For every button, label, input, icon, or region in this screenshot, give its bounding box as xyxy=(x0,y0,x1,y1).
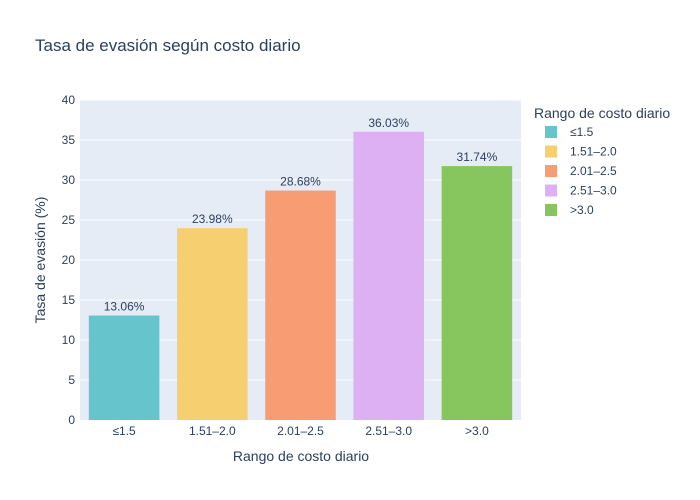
legend-label: ≤1.5 xyxy=(570,125,594,139)
bar-data-label: 13.06% xyxy=(104,300,145,314)
bar xyxy=(177,228,248,420)
x-tick-label: ≤1.5 xyxy=(112,424,136,438)
legend-item: 1.51–2.0 xyxy=(545,145,617,159)
bar-data-label: 36.03% xyxy=(368,116,409,130)
bars xyxy=(88,131,513,420)
bar xyxy=(88,315,160,420)
legend-swatch xyxy=(545,126,557,138)
legend-label: 2.51–3.0 xyxy=(570,184,617,198)
y-tick-label: 40 xyxy=(62,93,76,107)
legend-label: >3.0 xyxy=(570,203,594,217)
y-axis-title: Tasa de evasión (%) xyxy=(32,197,48,324)
bar-data-label: 28.68% xyxy=(280,175,321,189)
legend-swatch xyxy=(545,204,557,216)
x-axis-title: Rango de costo diario xyxy=(233,448,369,464)
y-tick-label: 30 xyxy=(62,173,76,187)
legend: Rango de costo diario ≤1.5 1.51–2.0 2.01–2… xyxy=(534,105,670,217)
y-tick-label: 10 xyxy=(62,333,76,347)
legend-label: 2.01–2.5 xyxy=(570,164,617,178)
legend-items: ≤1.5 1.51–2.0 2.01–2.5 2.51–3.0 >3.0 xyxy=(545,125,617,217)
bar-data-label: 23.98% xyxy=(192,212,233,226)
y-axis-ticks: 0 5 10 15 20 25 30 35 40 xyxy=(62,93,76,427)
data-labels: 13.06% 23.98% 28.68% 36.03% 31.74% xyxy=(104,116,498,314)
legend-title: Rango de costo diario xyxy=(534,105,670,121)
bar-data-label: 31.74% xyxy=(457,150,498,164)
bar xyxy=(353,131,424,420)
bar xyxy=(265,190,336,420)
x-tick-label: 2.01–2.5 xyxy=(277,424,324,438)
y-tick-label: 20 xyxy=(62,253,76,267)
x-tick-label: 1.51–2.0 xyxy=(189,424,236,438)
legend-item: 2.01–2.5 xyxy=(545,164,617,178)
bar xyxy=(441,166,513,420)
x-axis-ticks: ≤1.5 1.51–2.0 2.01–2.5 2.51–3.0 >3.0 xyxy=(112,424,489,438)
legend-swatch xyxy=(545,145,557,158)
legend-item: ≤1.5 xyxy=(545,125,594,139)
y-tick-label: 15 xyxy=(62,293,76,307)
legend-item: 2.51–3.0 xyxy=(545,184,617,198)
y-tick-label: 25 xyxy=(62,213,76,227)
legend-item: >3.0 xyxy=(545,203,594,217)
x-tick-label: >3.0 xyxy=(465,424,489,438)
y-tick-label: 35 xyxy=(62,133,76,147)
legend-swatch xyxy=(545,165,557,177)
legend-swatch xyxy=(545,184,557,197)
y-tick-label: 0 xyxy=(68,413,75,427)
y-tick-label: 5 xyxy=(68,373,75,387)
x-tick-label: 2.51–3.0 xyxy=(365,424,412,438)
chart-title: Tasa de evasión según costo diario xyxy=(35,36,301,55)
legend-label: 1.51–2.0 xyxy=(570,145,617,159)
